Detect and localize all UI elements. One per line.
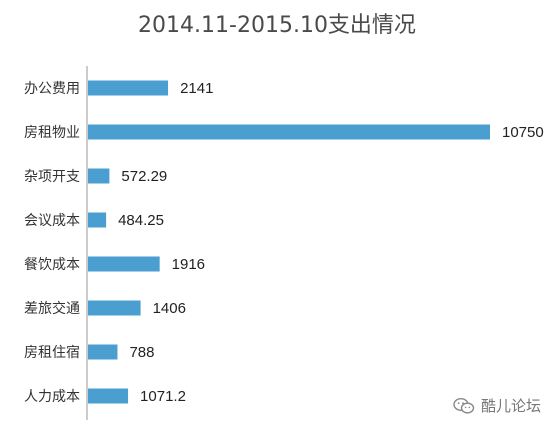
value-label: 788 [129, 344, 154, 361]
bar [88, 212, 107, 228]
bar [88, 344, 118, 360]
value-label: 484.25 [118, 212, 164, 229]
value-label: 1406 [153, 300, 186, 317]
bar [88, 300, 141, 316]
watermark-text: 酷儿论坛 [480, 397, 541, 415]
watermark: 酷儿论坛 [453, 395, 541, 416]
value-label: 572.29 [121, 168, 167, 185]
category-label: 会议成本 [24, 213, 80, 229]
category-label: 房租物业 [24, 125, 80, 141]
value-label: 2141 [180, 80, 213, 97]
value-label: 1071.2 [140, 388, 186, 405]
bar [88, 256, 160, 272]
chart-title: 2014.11-2015.10支出情况 [138, 13, 416, 38]
category-label: 人力成本 [24, 389, 80, 405]
value-label: 10750 [502, 124, 544, 141]
bar [88, 388, 129, 404]
bar [88, 124, 490, 140]
category-label: 杂项开支 [24, 169, 80, 185]
wechat-icon [453, 397, 475, 415]
category-label: 房租住宿 [24, 344, 80, 361]
bar [88, 168, 110, 184]
value-label: 1916 [172, 256, 205, 273]
bars-group: 办公费用 2141 房租物业 10750 杂项开支 572.29 会议成本 484.25 餐饮成… [24, 80, 544, 405]
bar [88, 80, 169, 96]
category-label: 餐饮成本 [24, 257, 80, 273]
category-label: 差旅交通 [24, 300, 80, 317]
category-label: 办公费用 [24, 81, 80, 97]
